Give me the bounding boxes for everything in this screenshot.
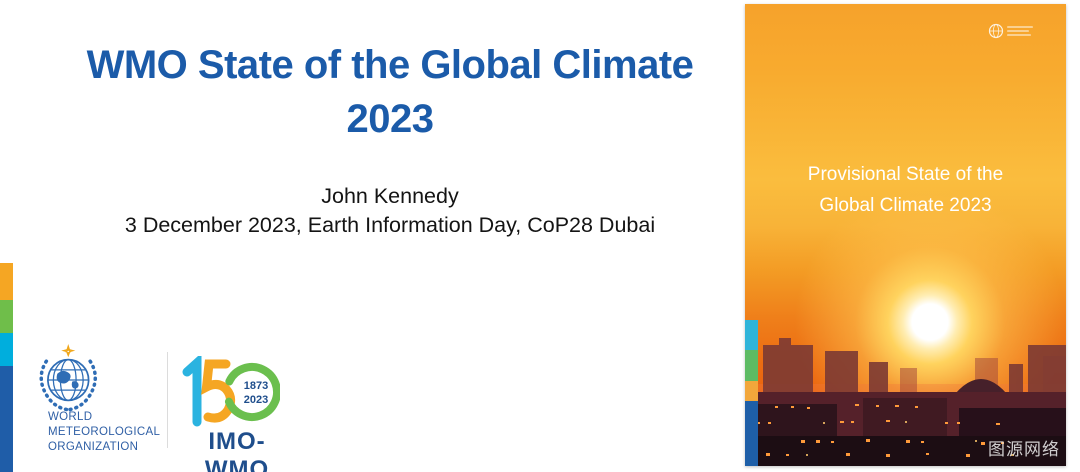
wmo-mini-logo-icon	[988, 23, 1033, 39]
anniversary-year-start: 1873	[244, 380, 268, 392]
cover-title-line2: Global Climate 2023	[819, 195, 992, 216]
left-stripe-cyan	[0, 333, 13, 366]
wmo-org-line1: WORLD	[48, 411, 93, 423]
anniversary-year-end: 2023	[244, 394, 268, 406]
image-source-watermark: 图源网络	[988, 440, 1060, 459]
cover-stripe-cyan	[745, 320, 758, 350]
wmo-logo: WORLD METEOROLOGICAL ORGANIZATION	[22, 344, 160, 464]
slide-title: WMO State of the Global Climate 2023	[86, 43, 694, 141]
report-cover: Provisional State of the Global Climate …	[745, 4, 1066, 466]
left-stripe-navy	[0, 366, 13, 472]
cover-title: Provisional State of the Global Climate …	[745, 159, 1066, 221]
cover-stripe-green	[745, 350, 758, 381]
wmo-org-line2: METEOROLOGICAL	[48, 426, 161, 438]
cover-stripe-navy	[745, 401, 758, 466]
event-line: 3 December 2023, Earth Information Day, …	[124, 213, 656, 237]
left-stripe-orange	[0, 263, 13, 300]
presenter-name: John Kennedy	[321, 184, 459, 208]
wmo-org-text: WORLD METEOROLOGICAL ORGANIZATION	[48, 410, 168, 455]
anniversary-150-logo: 1873 2023 IMO-WMO	[178, 354, 296, 472]
wmo-globe-icon	[39, 344, 98, 412]
cover-stripe-amber	[745, 381, 758, 401]
sunset-skyline	[745, 338, 1066, 466]
slide-subtitle: John Kennedy 3 December 2023, Earth Info…	[40, 182, 740, 240]
cover-title-line1: Provisional State of the	[807, 164, 1004, 185]
logo-divider	[167, 352, 168, 448]
anniversary-caption: IMO-WMO	[204, 428, 270, 472]
wmo-org-line3: ORGANIZATION	[48, 441, 139, 453]
anniversary-150-icon: 1873 2023	[182, 356, 280, 427]
left-stripe-green	[0, 300, 13, 333]
